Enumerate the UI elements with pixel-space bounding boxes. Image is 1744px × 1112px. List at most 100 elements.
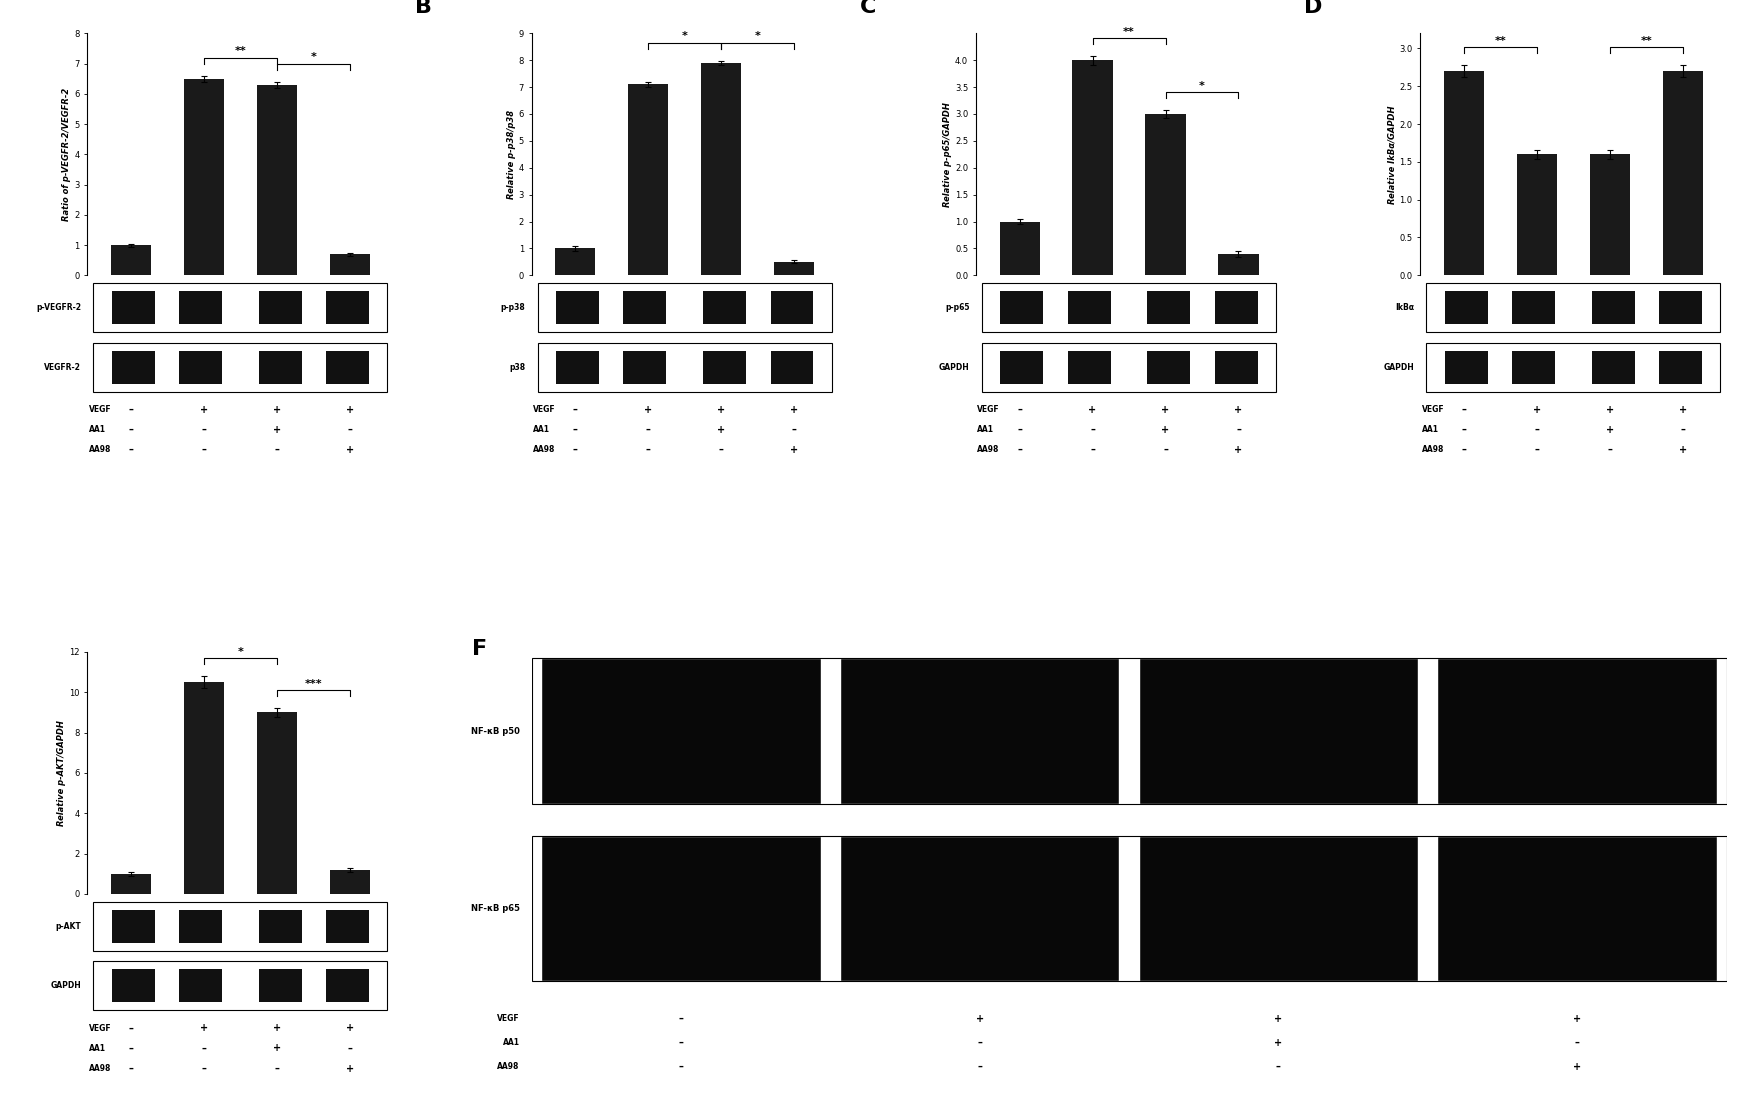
Text: –: – (572, 445, 577, 455)
Text: –: – (1277, 1062, 1280, 1072)
Bar (258, 291, 302, 324)
Text: –: – (1575, 1037, 1580, 1048)
Bar (628, 85, 668, 276)
Bar (330, 870, 370, 894)
Bar (1444, 71, 1484, 276)
Text: +: + (975, 1014, 984, 1024)
Text: –: – (1090, 445, 1095, 455)
Text: +: + (790, 445, 799, 455)
Y-axis label: Relative p-p38/p38: Relative p-p38/p38 (508, 110, 516, 199)
Text: –: – (129, 1023, 133, 1033)
Bar (1662, 71, 1702, 276)
Text: +: + (1606, 425, 1613, 435)
Text: AA1: AA1 (89, 1044, 106, 1053)
Text: AA1: AA1 (89, 425, 106, 435)
Bar (1219, 254, 1259, 276)
Text: +: + (1275, 1014, 1282, 1024)
Text: –: – (678, 1062, 684, 1072)
Text: –: – (1461, 445, 1467, 455)
Text: p-p38: p-p38 (501, 304, 525, 312)
Text: GAPDH: GAPDH (51, 981, 80, 991)
Bar (112, 245, 152, 276)
Text: +: + (1162, 405, 1170, 415)
Text: +: + (717, 425, 726, 435)
Text: *: * (237, 647, 244, 657)
Text: –: – (645, 445, 651, 455)
Bar (112, 291, 155, 324)
Bar (183, 683, 223, 894)
Text: –: – (347, 1043, 352, 1053)
Text: VEGF: VEGF (89, 405, 112, 414)
Text: *: * (1200, 81, 1205, 91)
Text: B: B (415, 0, 433, 17)
Text: AA1: AA1 (502, 1039, 520, 1048)
Bar (841, 658, 1120, 804)
Bar (1001, 291, 1043, 324)
Bar (326, 910, 370, 943)
Text: –: – (1163, 445, 1168, 455)
Text: VEGF: VEGF (534, 405, 556, 414)
Text: +: + (1679, 445, 1686, 455)
Text: –: – (792, 425, 797, 435)
Text: –: – (202, 425, 206, 435)
Y-axis label: Ratio of p-VEGFR-2/VEGFR-2: Ratio of p-VEGFR-2/VEGFR-2 (63, 88, 72, 221)
Text: **: ** (234, 47, 246, 57)
Bar (112, 970, 155, 1002)
Bar (703, 291, 746, 324)
Text: C: C (860, 0, 875, 17)
Bar (330, 254, 370, 276)
Text: –: – (347, 425, 352, 435)
Bar (1437, 836, 1718, 981)
Text: –: – (572, 405, 577, 415)
Text: –: – (1608, 445, 1611, 455)
Y-axis label: Relative p-AKT/GAPDH: Relative p-AKT/GAPDH (58, 719, 66, 826)
Text: *: * (682, 31, 687, 41)
Text: AA98: AA98 (534, 446, 555, 455)
Text: –: – (719, 445, 724, 455)
Text: ***: *** (305, 679, 323, 689)
Text: +: + (1533, 405, 1542, 415)
Bar (556, 291, 598, 324)
Text: +: + (272, 1043, 281, 1053)
Bar (1591, 155, 1631, 276)
Bar (258, 910, 302, 943)
Text: NF-κB p65: NF-κB p65 (471, 904, 520, 913)
Text: VEGF: VEGF (89, 1024, 112, 1033)
Bar (556, 351, 598, 384)
Bar (326, 970, 370, 1002)
Bar (1517, 155, 1557, 276)
Bar (326, 291, 370, 324)
Text: –: – (1236, 425, 1242, 435)
Text: +: + (345, 1023, 354, 1033)
Text: +: + (1606, 405, 1613, 415)
Text: **: ** (1123, 27, 1135, 37)
Text: +: + (1235, 405, 1242, 415)
Text: –: – (678, 1037, 684, 1048)
Bar (1444, 351, 1488, 384)
Bar (1444, 291, 1488, 324)
Text: AA1: AA1 (1421, 425, 1439, 435)
Text: –: – (1461, 405, 1467, 415)
Text: +: + (717, 405, 726, 415)
Text: –: – (1017, 445, 1022, 455)
Text: –: – (202, 1043, 206, 1053)
Text: –: – (678, 1014, 684, 1024)
Text: –: – (1535, 445, 1540, 455)
Bar (258, 970, 302, 1002)
Bar (1148, 291, 1191, 324)
Bar (1216, 351, 1257, 384)
Text: –: – (977, 1037, 982, 1048)
Text: AA98: AA98 (497, 1062, 520, 1071)
Y-axis label: Relative IkBα/GAPDH: Relative IkBα/GAPDH (1388, 105, 1397, 203)
Text: +: + (1088, 405, 1097, 415)
Text: –: – (1681, 425, 1685, 435)
Bar (999, 221, 1039, 276)
Bar (771, 351, 813, 384)
Bar (1592, 351, 1634, 384)
Text: +: + (1573, 1014, 1582, 1024)
Text: GAPDH: GAPDH (1383, 363, 1414, 371)
Bar (180, 351, 221, 384)
Text: –: – (202, 445, 206, 455)
Text: –: – (129, 405, 133, 415)
Text: *: * (755, 31, 760, 41)
